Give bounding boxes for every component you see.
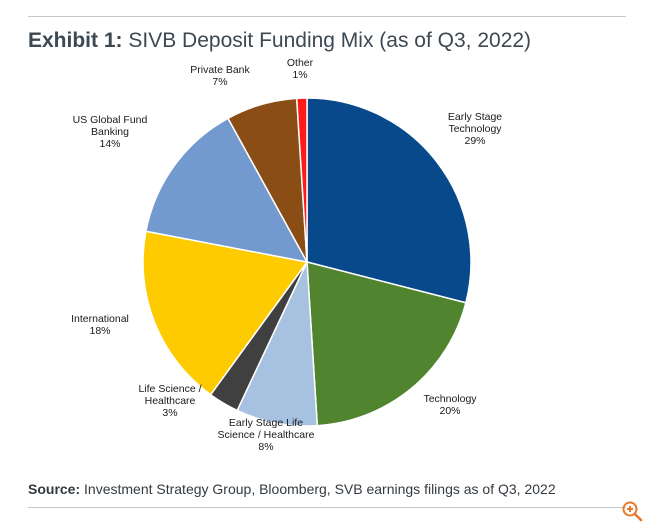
pie-slice <box>142 230 309 396</box>
slice-label: Life Science / Healthcare 3% <box>138 383 201 419</box>
slice-label: Early Stage Technology 29% <box>448 111 502 147</box>
chart-title: Exhibit 1: SIVB Deposit Funding Mix (as … <box>28 29 531 53</box>
bottom-divider <box>28 507 626 508</box>
source-prefix: Source: <box>28 481 81 497</box>
zoom-in-icon <box>622 501 643 522</box>
slice-label: Other 1% <box>287 57 314 81</box>
zoom-in-button[interactable] <box>620 499 644 523</box>
chart-title-prefix: Exhibit 1: <box>28 29 123 52</box>
slice-label: Technology 20% <box>423 393 477 417</box>
slice-label: Early Stage Life Science / Healthcare 8% <box>218 417 315 453</box>
pie-slice <box>306 261 467 427</box>
slice-label: Private Bank 7% <box>190 64 250 88</box>
slice-label: US Global Fund Banking 14% <box>73 114 148 150</box>
top-divider <box>28 16 626 17</box>
source-text: Investment Strategy Group, Bloomberg, SV… <box>84 481 556 497</box>
slice-label: International 18% <box>71 313 129 337</box>
pie-slice <box>306 97 472 304</box>
pie-slice <box>145 117 309 264</box>
source-note: Source: Investment Strategy Group, Bloom… <box>28 481 556 497</box>
pie-slice <box>295 97 308 263</box>
chart-title-text: SIVB Deposit Funding Mix (as of Q3, 2022… <box>128 29 532 52</box>
